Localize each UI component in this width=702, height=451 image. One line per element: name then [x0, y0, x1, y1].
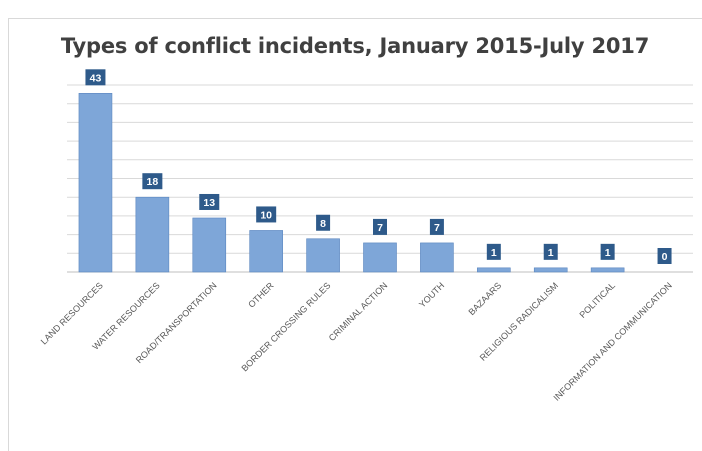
data-label: 10 [260, 209, 272, 221]
data-label: 43 [90, 72, 102, 84]
gridlines [67, 84, 693, 273]
bar [192, 217, 227, 273]
x-tick-label: OTHER [246, 280, 276, 310]
data-label: 8 [320, 218, 326, 230]
data-label: 1 [548, 247, 554, 259]
bar [249, 230, 283, 273]
x-tick-label: LAND RESOURCES [39, 280, 105, 346]
data-label: 7 [434, 222, 440, 234]
x-tick-label: YOUTH [417, 280, 446, 309]
x-tick-label: BAZAARS [466, 280, 503, 317]
data-label-box [600, 243, 615, 260]
bar [477, 267, 511, 273]
x-tick-label: INFORMATION AND COMMUNICATION [552, 280, 674, 402]
data-label-box [657, 248, 672, 264]
bar [78, 93, 113, 273]
data-label: 0 [662, 251, 668, 263]
data-label: 1 [491, 247, 497, 259]
bar [590, 267, 625, 273]
data-label-box [316, 214, 331, 231]
data-label-box [486, 243, 501, 260]
x-tick-label: POLITICAL [577, 280, 617, 320]
bar [420, 242, 454, 273]
data-label-box [543, 243, 558, 260]
data-label: 13 [203, 197, 215, 209]
data-label-box [256, 206, 277, 223]
bar [306, 238, 340, 273]
data-label-box [85, 69, 106, 86]
data-label-box [142, 173, 163, 190]
data-label-box [373, 218, 387, 235]
data-label-box [199, 193, 220, 210]
bar [135, 196, 170, 273]
bars [78, 93, 625, 273]
x-tick-label: CRIMINAL ACTION [327, 280, 390, 343]
data-label: 1 [605, 247, 611, 259]
bar [363, 242, 397, 273]
bar [533, 267, 568, 273]
data-label: 18 [147, 176, 159, 188]
data-label-box [429, 218, 444, 235]
data-label: 7 [377, 222, 383, 234]
chart-title: Types of conflict incidents, January 201… [60, 34, 650, 58]
